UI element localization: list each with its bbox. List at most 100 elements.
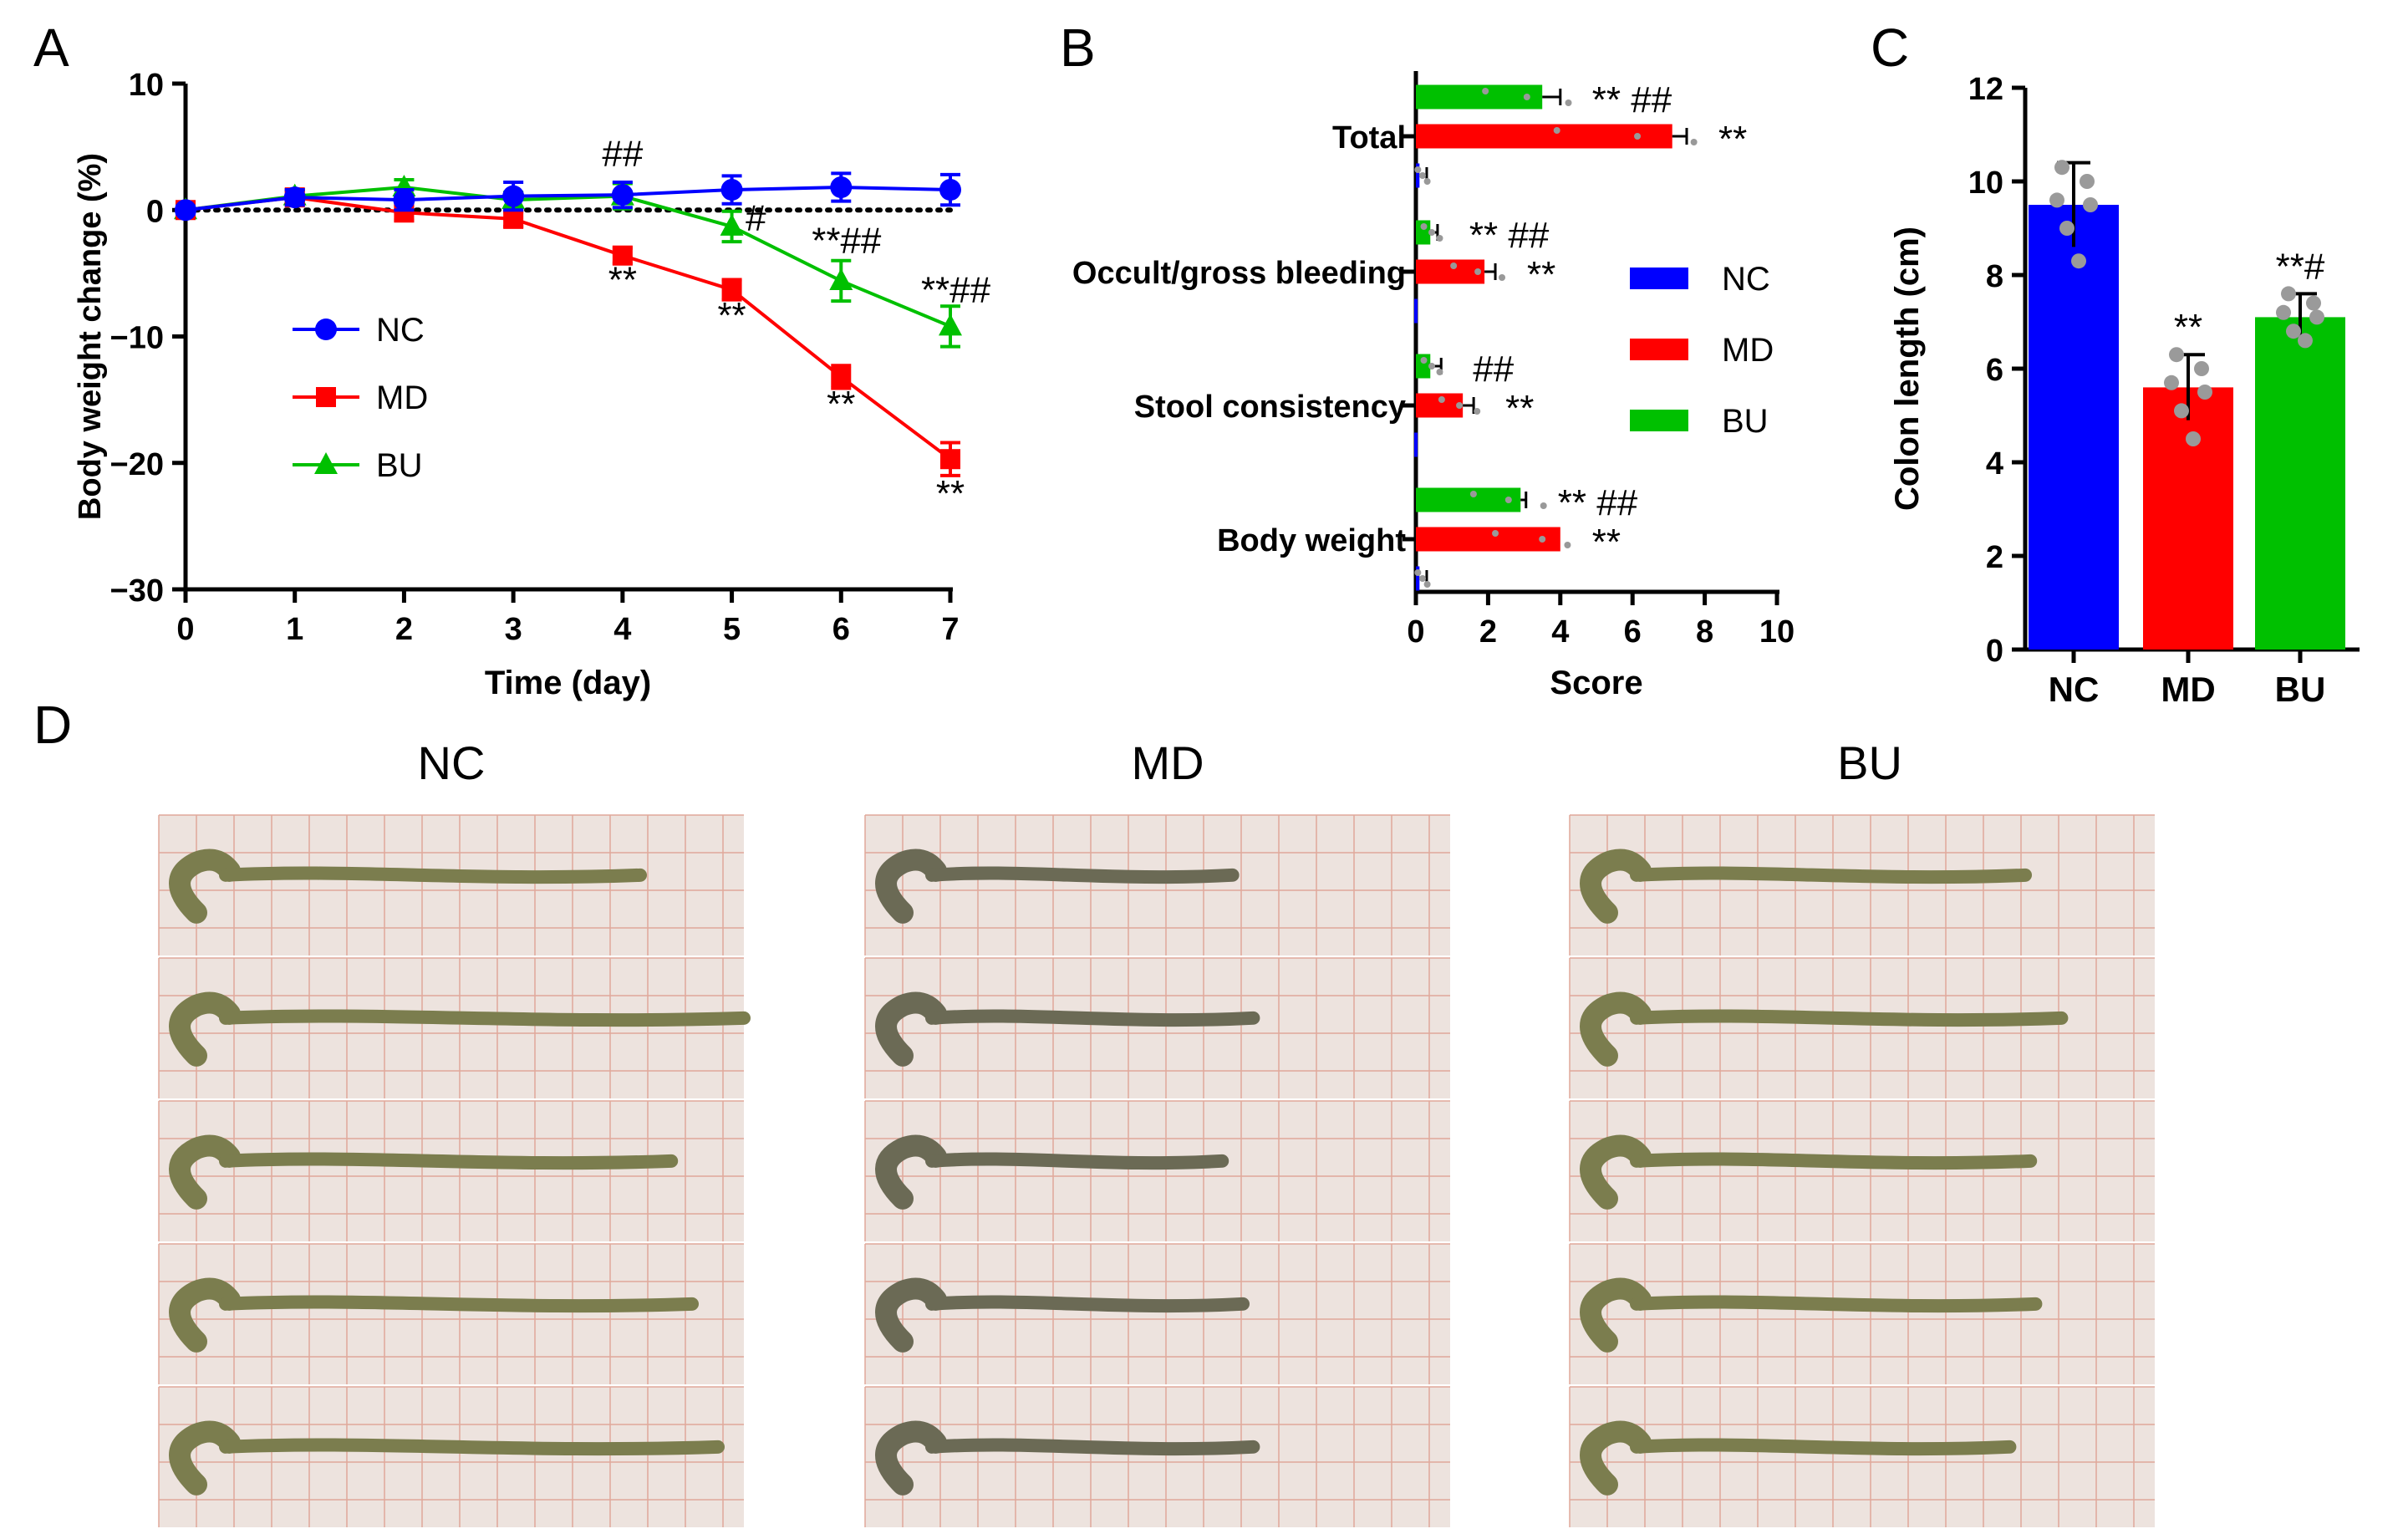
y-tick-label: 4 xyxy=(1986,446,2003,482)
y-tick-label: 0 xyxy=(1986,634,2003,669)
colon-specimen xyxy=(925,1009,1260,1027)
graph-paper-strip xyxy=(1570,815,2155,956)
x-tick-label: MD xyxy=(2161,670,2215,709)
data-dot xyxy=(1469,491,1477,497)
x-tick-label: 2 xyxy=(1479,614,1497,650)
data-dot-md xyxy=(2197,385,2212,400)
bar-nc xyxy=(1416,163,1420,188)
bar-md xyxy=(1416,124,1672,149)
colon-cecum xyxy=(1580,1134,1652,1210)
data-dot xyxy=(1564,542,1571,548)
graph-paper-strip xyxy=(159,1101,744,1241)
data-dot xyxy=(1414,569,1422,576)
data-dot-nc xyxy=(2080,174,2095,189)
data-dot-bu xyxy=(2286,324,2301,339)
colon-specimen xyxy=(925,1438,1260,1456)
legend-marker-md xyxy=(316,387,336,407)
graph-paper-strip xyxy=(1570,1101,2155,1241)
colon-specimen xyxy=(925,1295,1250,1313)
x-tick-label: 4 xyxy=(1551,614,1569,650)
x-tick-label: BU xyxy=(2275,670,2326,709)
y-tick-label: 2 xyxy=(1986,540,2003,575)
data-dot xyxy=(1418,172,1426,179)
colon-specimen xyxy=(219,1152,679,1170)
data-dot xyxy=(1436,369,1443,375)
legend-swatch-bu xyxy=(1630,410,1688,431)
point-nc xyxy=(611,184,634,206)
point-md xyxy=(831,366,852,387)
colon-cecum xyxy=(169,991,241,1067)
legend-label-bu: BU xyxy=(376,447,423,484)
graph-paper-strip xyxy=(159,815,744,956)
data-dot xyxy=(1420,223,1428,230)
data-dot-md xyxy=(2164,375,2179,390)
colon-cecum xyxy=(875,848,947,924)
x-axis-title: Score xyxy=(1550,665,1642,701)
point-md xyxy=(612,245,633,266)
data-dot-nc xyxy=(2071,253,2086,269)
y-tick-label: 12 xyxy=(1968,72,2003,107)
graph-paper-strip xyxy=(865,1244,1450,1384)
significance-annotation: # xyxy=(746,197,766,238)
data-dot-bu xyxy=(2309,309,2324,325)
x-tick-label: 7 xyxy=(941,612,959,647)
legend-label-nc: NC xyxy=(1722,261,1770,298)
x-tick-label: 0 xyxy=(176,612,194,647)
colon-cecum xyxy=(169,1420,241,1496)
data-dot xyxy=(1499,274,1506,281)
y-tick-label: 0 xyxy=(146,194,164,229)
x-tick-label: 5 xyxy=(723,612,741,647)
graph-paper-strip xyxy=(1570,1244,2155,1384)
colon-cecum xyxy=(1580,848,1652,924)
x-tick-label: 6 xyxy=(832,612,850,647)
significance-annotation: ** xyxy=(717,295,746,336)
series-line-nc xyxy=(185,186,951,212)
legend-swatch-nc xyxy=(1630,268,1688,289)
photo-title-md: MD xyxy=(1131,736,1204,789)
data-dot xyxy=(1539,536,1546,543)
colon-specimen xyxy=(1630,1009,2069,1027)
x-tick-label: 1 xyxy=(286,612,303,647)
y-axis-title: Body weight change (%) xyxy=(73,153,108,520)
legend-swatch-md xyxy=(1630,339,1688,360)
chart-c-colon-length: 0 2 4 6 8 10 12 Colon length (cm) NC MD ** BU **# xyxy=(1889,72,2360,709)
category-label: Occult/gross bleeding xyxy=(1072,256,1406,291)
data-dot-bu xyxy=(2281,286,2296,302)
data-dot xyxy=(1418,575,1426,582)
x-tick-label: 10 xyxy=(1759,614,1795,650)
data-dot xyxy=(1428,363,1436,369)
category-label: Total xyxy=(1332,120,1406,155)
colon-specimen xyxy=(219,1009,751,1027)
data-dot xyxy=(1414,166,1422,173)
data-dot xyxy=(1690,139,1698,145)
graph-paper-strip xyxy=(1570,958,2155,1098)
data-dot xyxy=(1456,402,1464,409)
x-tick-label: 8 xyxy=(1696,614,1713,650)
data-dot xyxy=(1540,502,1547,509)
graph-paper-strip xyxy=(159,1244,744,1384)
series-line-md xyxy=(185,196,952,461)
colon-cecum xyxy=(1580,1420,1652,1496)
data-dot xyxy=(1436,235,1443,242)
y-tick-label: −30 xyxy=(110,573,164,609)
data-dot-bu xyxy=(2306,295,2321,311)
data-dot-bu xyxy=(2298,333,2313,349)
legend-label-nc: NC xyxy=(376,312,425,349)
category-label: Stool consistency xyxy=(1134,390,1406,425)
legend-label-bu: BU xyxy=(1722,403,1769,440)
point-bu xyxy=(720,213,744,236)
data-dot-nc xyxy=(2083,197,2098,212)
photo-title-bu: BU xyxy=(1837,736,1902,789)
series-line-bu xyxy=(185,186,951,329)
graph-paper-strip xyxy=(865,815,1450,956)
colon-cecum xyxy=(875,1420,947,1496)
colon-cecum xyxy=(169,1134,241,1210)
data-dot xyxy=(1420,357,1428,364)
data-dot xyxy=(1423,581,1431,588)
x-tick-label: 0 xyxy=(1407,614,1424,650)
data-dot-md xyxy=(2174,403,2189,419)
data-dot xyxy=(1438,396,1445,403)
point-bu xyxy=(829,268,853,290)
y-axis-title: Colon length (cm) xyxy=(1889,227,1926,511)
photo-panel-md xyxy=(864,814,1450,1527)
